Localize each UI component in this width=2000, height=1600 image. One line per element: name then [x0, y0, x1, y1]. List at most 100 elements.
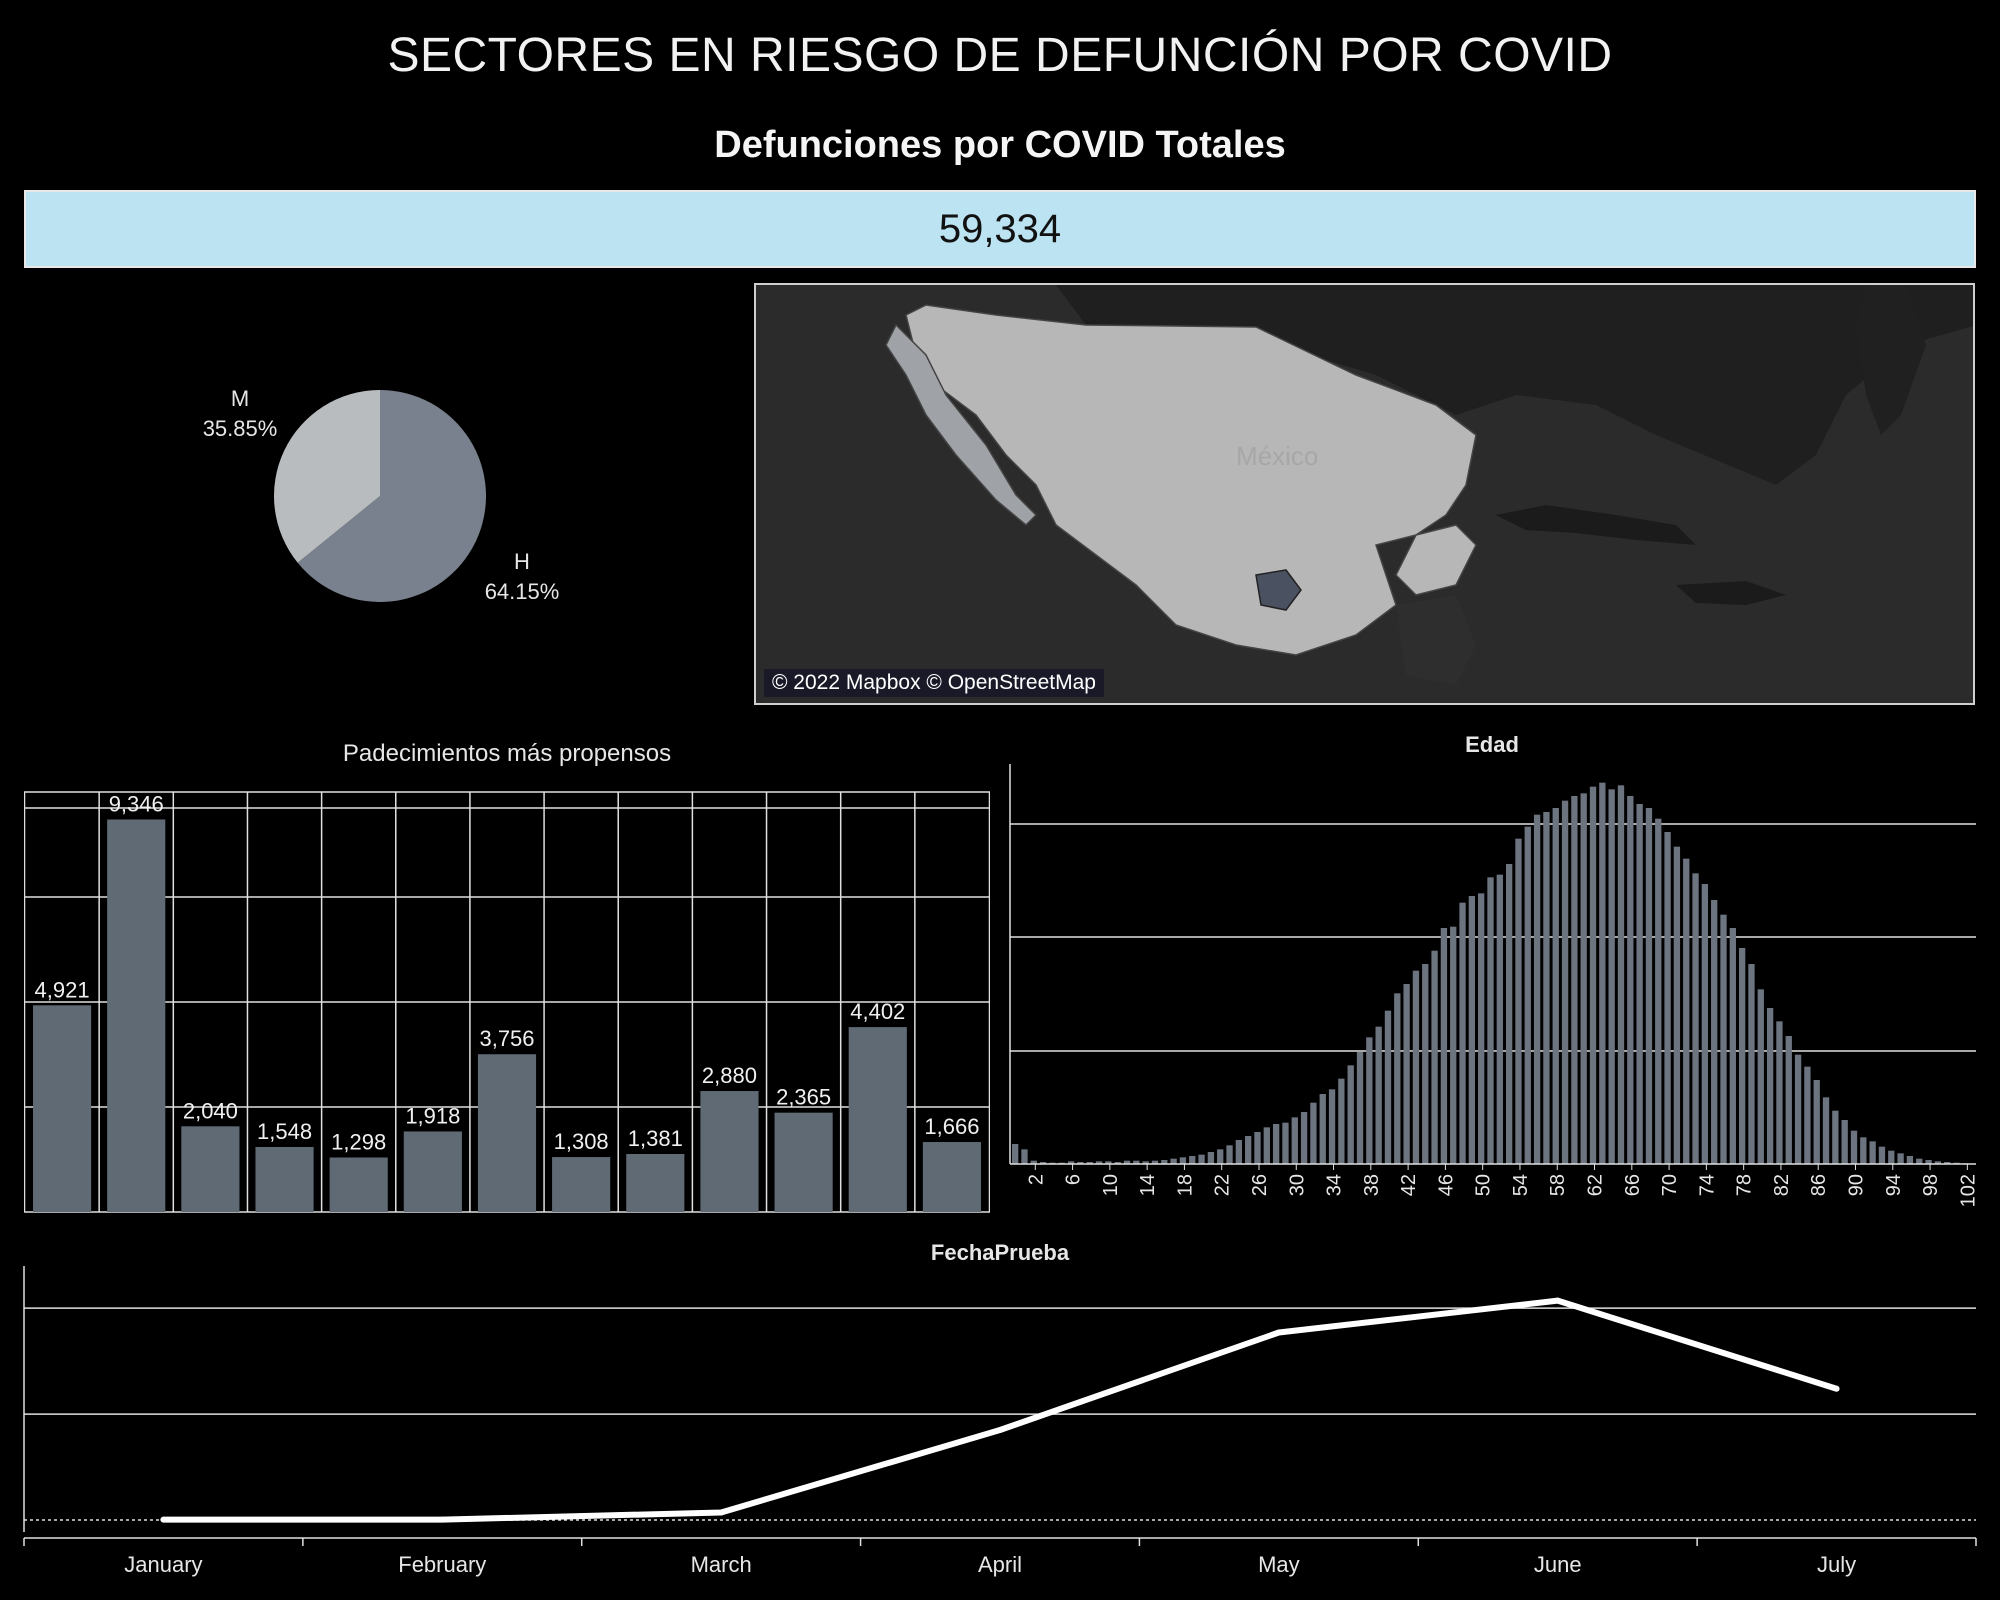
edad-bar[interactable]: [1673, 846, 1681, 1164]
edad-bar[interactable]: [1114, 1162, 1121, 1164]
edad-bar[interactable]: [1720, 914, 1727, 1164]
edad-bar[interactable]: [1067, 1161, 1075, 1164]
edad-bar[interactable]: [1813, 1080, 1820, 1164]
edad-bar[interactable]: [1021, 1149, 1028, 1164]
edad-bar[interactable]: [1123, 1160, 1131, 1164]
edad-bar[interactable]: [1944, 1162, 1951, 1164]
edad-bar[interactable]: [1487, 877, 1494, 1164]
kpi-total-deaths[interactable]: 59,334: [24, 190, 1976, 268]
edad-bar[interactable]: [1226, 1145, 1233, 1164]
edad-bar[interactable]: [1916, 1158, 1923, 1164]
edad-bar[interactable]: [1841, 1120, 1848, 1164]
edad-bar[interactable]: [1906, 1156, 1914, 1164]
edad-bar[interactable]: [1589, 786, 1597, 1164]
padecimientos-chart[interactable]: 4,921 9,346 2,040 1,548 1,298 1,918 3,756 1,308…: [24, 780, 990, 1216]
edad-bar[interactable]: [1683, 858, 1690, 1164]
edad-bar[interactable]: [1142, 1161, 1149, 1164]
edad-bar[interactable]: [1328, 1089, 1336, 1164]
edad-bar[interactable]: [1086, 1162, 1093, 1164]
padecimientos-bar[interactable]: [329, 1157, 388, 1212]
fecha-point[interactable]: [997, 1427, 1003, 1433]
edad-bar[interactable]: [1300, 1112, 1308, 1164]
edad-bar[interactable]: [1077, 1162, 1084, 1164]
edad-bar[interactable]: [1608, 789, 1615, 1164]
pie-chart-sexo[interactable]: [240, 360, 600, 620]
edad-bar[interactable]: [1263, 1127, 1270, 1164]
edad-bar[interactable]: [1664, 832, 1671, 1164]
padecimientos-bar[interactable]: [700, 1091, 759, 1212]
edad-bar[interactable]: [1198, 1154, 1205, 1164]
edad-bar[interactable]: [1878, 1146, 1886, 1164]
edad-bar[interactable]: [1366, 1037, 1373, 1164]
edad-bar[interactable]: [1179, 1157, 1187, 1164]
edad-bar[interactable]: [1338, 1078, 1345, 1164]
map-credit[interactable]: © 2022 Mapbox © OpenStreetMap: [764, 669, 1104, 697]
edad-bar[interactable]: [1384, 1010, 1392, 1164]
edad-bar[interactable]: [1794, 1054, 1802, 1164]
edad-bar[interactable]: [1850, 1130, 1858, 1164]
edad-bar[interactable]: [1105, 1161, 1112, 1164]
edad-bar[interactable]: [1711, 900, 1718, 1164]
fecha-point[interactable]: [718, 1509, 725, 1516]
edad-bar[interactable]: [1412, 970, 1420, 1164]
edad-bar[interactable]: [1170, 1158, 1177, 1164]
edad-bar[interactable]: [1692, 873, 1699, 1164]
edad-bar[interactable]: [1030, 1160, 1037, 1164]
edad-bar[interactable]: [1627, 796, 1634, 1164]
edad-bar[interactable]: [1552, 808, 1559, 1164]
edad-bar[interactable]: [1207, 1152, 1215, 1164]
edad-bar[interactable]: [1533, 814, 1541, 1164]
edad-bar[interactable]: [1897, 1153, 1904, 1164]
edad-bar[interactable]: [1505, 864, 1513, 1164]
padecimientos-bar[interactable]: [181, 1126, 240, 1212]
padecimientos-bar[interactable]: [848, 1027, 907, 1212]
edad-bar[interactable]: [1189, 1156, 1196, 1164]
edad-bar[interactable]: [1934, 1161, 1942, 1164]
edad-bar[interactable]: [1776, 1021, 1783, 1164]
fecha-point[interactable]: [1554, 1297, 1561, 1304]
edad-bar[interactable]: [1496, 874, 1503, 1164]
edad-bar[interactable]: [1133, 1160, 1140, 1164]
edad-bar[interactable]: [1468, 896, 1476, 1164]
mexico-map[interactable]: México © 2022 Mapbox © OpenStreetMap: [754, 283, 1975, 705]
edad-bar[interactable]: [1832, 1110, 1839, 1164]
edad-bar[interactable]: [1422, 964, 1429, 1164]
edad-bar[interactable]: [1291, 1117, 1298, 1164]
fecha-point[interactable]: [1833, 1385, 1840, 1392]
edad-bar[interactable]: [1729, 928, 1736, 1164]
edad-bar[interactable]: [1515, 838, 1522, 1164]
edad-bar[interactable]: [1095, 1161, 1103, 1164]
edad-bar[interactable]: [1403, 984, 1410, 1164]
padecimientos-bar[interactable]: [403, 1131, 462, 1212]
edad-bar[interactable]: [1888, 1150, 1895, 1164]
padecimientos-bar[interactable]: [552, 1157, 611, 1212]
edad-bar[interactable]: [1561, 800, 1569, 1164]
edad-bar[interactable]: [1655, 818, 1662, 1164]
fecha-series-line[interactable]: [163, 1297, 1838, 1523]
edad-bar[interactable]: [1217, 1149, 1224, 1164]
edad-bar[interactable]: [1254, 1132, 1261, 1164]
edad-bar[interactable]: [1161, 1160, 1168, 1164]
edad-bar[interactable]: [1580, 793, 1587, 1164]
edad-bar[interactable]: [1310, 1102, 1317, 1164]
edad-bar[interactable]: [1450, 926, 1457, 1164]
edad-bar[interactable]: [1785, 1036, 1792, 1164]
edad-bar[interactable]: [1319, 1094, 1326, 1164]
edad-bar[interactable]: [1012, 1144, 1019, 1164]
padecimientos-bar[interactable]: [922, 1142, 981, 1212]
edad-bar[interactable]: [1356, 1052, 1364, 1164]
edad-bar[interactable]: [1738, 948, 1746, 1164]
pie-slice-h[interactable]: [297, 390, 486, 602]
edad-bar[interactable]: [1151, 1160, 1159, 1164]
edad-bar[interactable]: [1039, 1162, 1047, 1164]
edad-bar[interactable]: [1617, 785, 1625, 1164]
edad-bar[interactable]: [1543, 812, 1550, 1164]
edad-bar[interactable]: [1636, 804, 1643, 1164]
edad-bar[interactable]: [1375, 1026, 1382, 1164]
edad-chart[interactable]: 2 6 10 14 18 22 26 30 34 38 42 46 50 54 58 62 66 70 74 78 82…: [1008, 760, 1976, 1230]
padecimientos-bar[interactable]: [255, 1146, 314, 1212]
padecimientos-bar[interactable]: [626, 1153, 685, 1212]
edad-bar[interactable]: [1757, 989, 1764, 1164]
edad-bar[interactable]: [1748, 964, 1755, 1164]
edad-bar[interactable]: [1440, 928, 1448, 1164]
